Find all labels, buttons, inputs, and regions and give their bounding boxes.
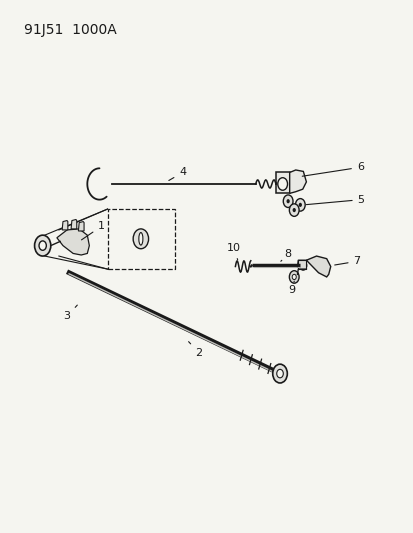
Circle shape: [295, 199, 304, 211]
Polygon shape: [71, 220, 76, 229]
Polygon shape: [297, 260, 306, 269]
Text: 9: 9: [288, 281, 295, 295]
Polygon shape: [306, 256, 330, 277]
Circle shape: [35, 235, 51, 256]
Text: 10: 10: [226, 243, 240, 260]
Text: 8: 8: [280, 249, 291, 261]
Circle shape: [299, 261, 306, 270]
Polygon shape: [62, 221, 68, 230]
Circle shape: [292, 208, 295, 212]
Circle shape: [286, 199, 289, 203]
Ellipse shape: [138, 232, 142, 245]
Text: 1: 1: [81, 221, 105, 240]
Bar: [107, 209, 174, 269]
Circle shape: [39, 241, 46, 251]
Polygon shape: [57, 229, 89, 255]
Text: 3: 3: [63, 305, 77, 321]
Bar: [275, 173, 289, 193]
Circle shape: [282, 195, 292, 207]
Text: 5: 5: [306, 195, 364, 205]
Circle shape: [298, 203, 301, 207]
Polygon shape: [289, 170, 306, 193]
Circle shape: [289, 204, 298, 216]
Circle shape: [276, 369, 282, 378]
Circle shape: [292, 274, 296, 280]
Circle shape: [277, 177, 287, 190]
Text: 91J51  1000A: 91J51 1000A: [24, 22, 117, 37]
Text: 2: 2: [188, 342, 202, 358]
Text: 6: 6: [301, 162, 363, 176]
Polygon shape: [78, 222, 84, 231]
Circle shape: [289, 271, 298, 283]
Circle shape: [133, 229, 148, 249]
Text: 7: 7: [334, 256, 360, 266]
Circle shape: [272, 364, 287, 383]
Text: 4: 4: [169, 167, 186, 181]
